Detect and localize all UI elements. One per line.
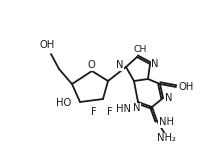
Text: OH: OH [39,40,55,50]
Text: HO: HO [56,98,72,108]
Text: F: F [91,107,97,117]
Text: O: O [87,60,95,70]
Text: N: N [151,59,159,69]
Text: N: N [116,60,124,70]
Text: F: F [107,107,113,117]
Text: HN: HN [116,104,131,114]
Text: OH: OH [178,82,194,92]
Text: N: N [133,103,141,113]
Text: NH₂: NH₂ [157,133,176,143]
Text: NH: NH [159,117,173,127]
Text: CH: CH [133,45,147,53]
Text: N: N [165,93,173,103]
